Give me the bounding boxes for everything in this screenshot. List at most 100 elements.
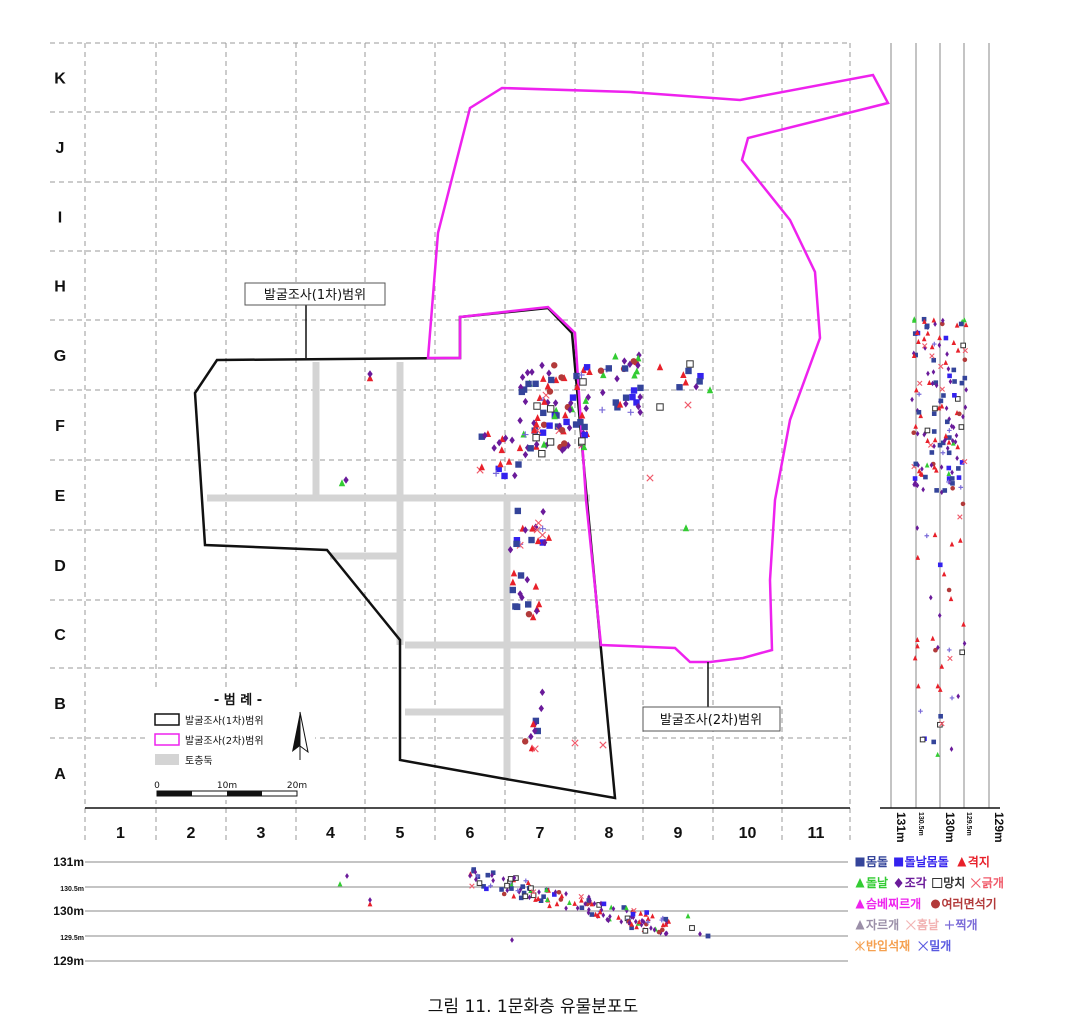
artifact-marker <box>577 418 584 426</box>
artifact-marker <box>476 880 483 886</box>
artifact-marker <box>656 403 664 411</box>
artifact-marker <box>583 901 588 907</box>
artifact-marker <box>922 318 927 324</box>
artifact-marker <box>527 894 532 901</box>
artifact-marker <box>546 369 552 377</box>
artifact-marker <box>913 461 919 467</box>
artifact-marker <box>698 931 702 937</box>
artifact-marker <box>540 409 547 417</box>
artifact-marker <box>538 531 547 539</box>
legend-swatch-survey-1 <box>154 713 180 726</box>
artifact-marker <box>616 914 621 920</box>
artifact-marker <box>646 474 654 482</box>
artifact-points-bottom <box>337 867 711 943</box>
artifact-marker <box>482 431 488 440</box>
side-elevation-label: 129.5m <box>965 812 972 836</box>
artifact-marker <box>951 339 957 345</box>
artifact-marker <box>510 569 518 577</box>
artifact-marker <box>949 695 955 701</box>
artifact-marker <box>929 353 935 359</box>
artifact-marker <box>956 693 961 700</box>
artifact-legend-label: 슴베찌르개 <box>866 896 921 911</box>
artifact-marker <box>499 887 504 892</box>
artifact-marker <box>925 437 930 443</box>
artifact-marker <box>936 644 940 651</box>
artifact-marker <box>528 885 534 891</box>
artifact-marker <box>663 930 668 937</box>
artifact-marker <box>915 554 921 560</box>
artifact-marker <box>491 444 497 452</box>
artifact-marker <box>633 918 638 925</box>
artifact-marker <box>941 571 947 577</box>
artifact-marker <box>921 486 925 493</box>
row-label: H <box>54 279 66 296</box>
artifact-marker <box>676 384 683 391</box>
artifact-marker <box>485 872 491 878</box>
artifact-marker <box>946 439 952 445</box>
artifact-marker <box>642 928 649 934</box>
artifact-marker <box>558 374 565 381</box>
artifact-marker <box>338 479 346 487</box>
artifact-marker <box>509 578 517 586</box>
artifact-marker <box>633 399 640 406</box>
artifact-marker <box>539 361 545 370</box>
artifact-marker <box>635 361 641 370</box>
artifact-marker <box>949 541 955 547</box>
artifact-marker <box>943 335 949 341</box>
artifact-marker <box>624 905 629 911</box>
artifact-marker <box>545 533 553 541</box>
artifact-marker <box>504 882 510 889</box>
artifact-marker <box>605 916 610 923</box>
artifact-marker <box>530 720 537 728</box>
artifact-legend-label: 반입석재 <box>866 938 910 953</box>
artifact-marker <box>627 360 633 368</box>
artifact-marker <box>525 601 532 608</box>
artifact-marker <box>629 925 634 931</box>
artifact-marker <box>538 704 544 713</box>
artifact-marker <box>514 507 522 515</box>
artifact-marker <box>931 341 937 347</box>
artifact-marker <box>530 426 538 434</box>
artifact-marker <box>539 429 547 436</box>
artifact-marker <box>950 481 955 486</box>
artifact-marker <box>578 437 586 445</box>
artifact-marker <box>919 736 926 743</box>
artifact-marker <box>507 876 514 882</box>
artifact-marker <box>685 367 692 375</box>
artifact-marker <box>619 918 624 925</box>
artifact-marker <box>955 455 959 462</box>
artifact-marker <box>593 911 598 917</box>
artifact-marker <box>954 396 961 402</box>
artifact-marker <box>958 321 964 327</box>
artifact-marker <box>509 886 514 891</box>
artifact-marker <box>601 901 607 907</box>
artifact-marker <box>478 463 485 471</box>
row-label: E <box>55 488 66 505</box>
artifact-marker <box>631 371 638 379</box>
artifact-marker <box>706 386 714 394</box>
artifact-marker <box>561 444 568 452</box>
artifact-marker <box>929 344 935 350</box>
artifact-marker <box>855 857 865 867</box>
artifact-marker <box>501 472 508 480</box>
artifact-marker <box>946 470 952 477</box>
artifact-marker <box>539 525 546 532</box>
artifact-marker <box>916 338 921 344</box>
artifact-marker <box>937 612 942 619</box>
artifact-marker <box>934 382 939 389</box>
artifact-marker <box>540 440 548 448</box>
artifact-marker <box>533 440 540 449</box>
artifact-marker <box>468 873 472 879</box>
artifact-marker <box>932 878 943 888</box>
artifact-marker <box>938 363 944 370</box>
artifact-marker <box>916 468 922 474</box>
artifact-marker <box>531 745 539 753</box>
artifact-marker <box>541 397 548 405</box>
artifact-marker <box>906 920 916 930</box>
row-label: K <box>54 71 66 88</box>
artifact-marker <box>916 462 920 468</box>
artifact-marker <box>686 360 694 368</box>
artifact-marker <box>366 374 374 382</box>
artifact-marker <box>940 450 946 456</box>
